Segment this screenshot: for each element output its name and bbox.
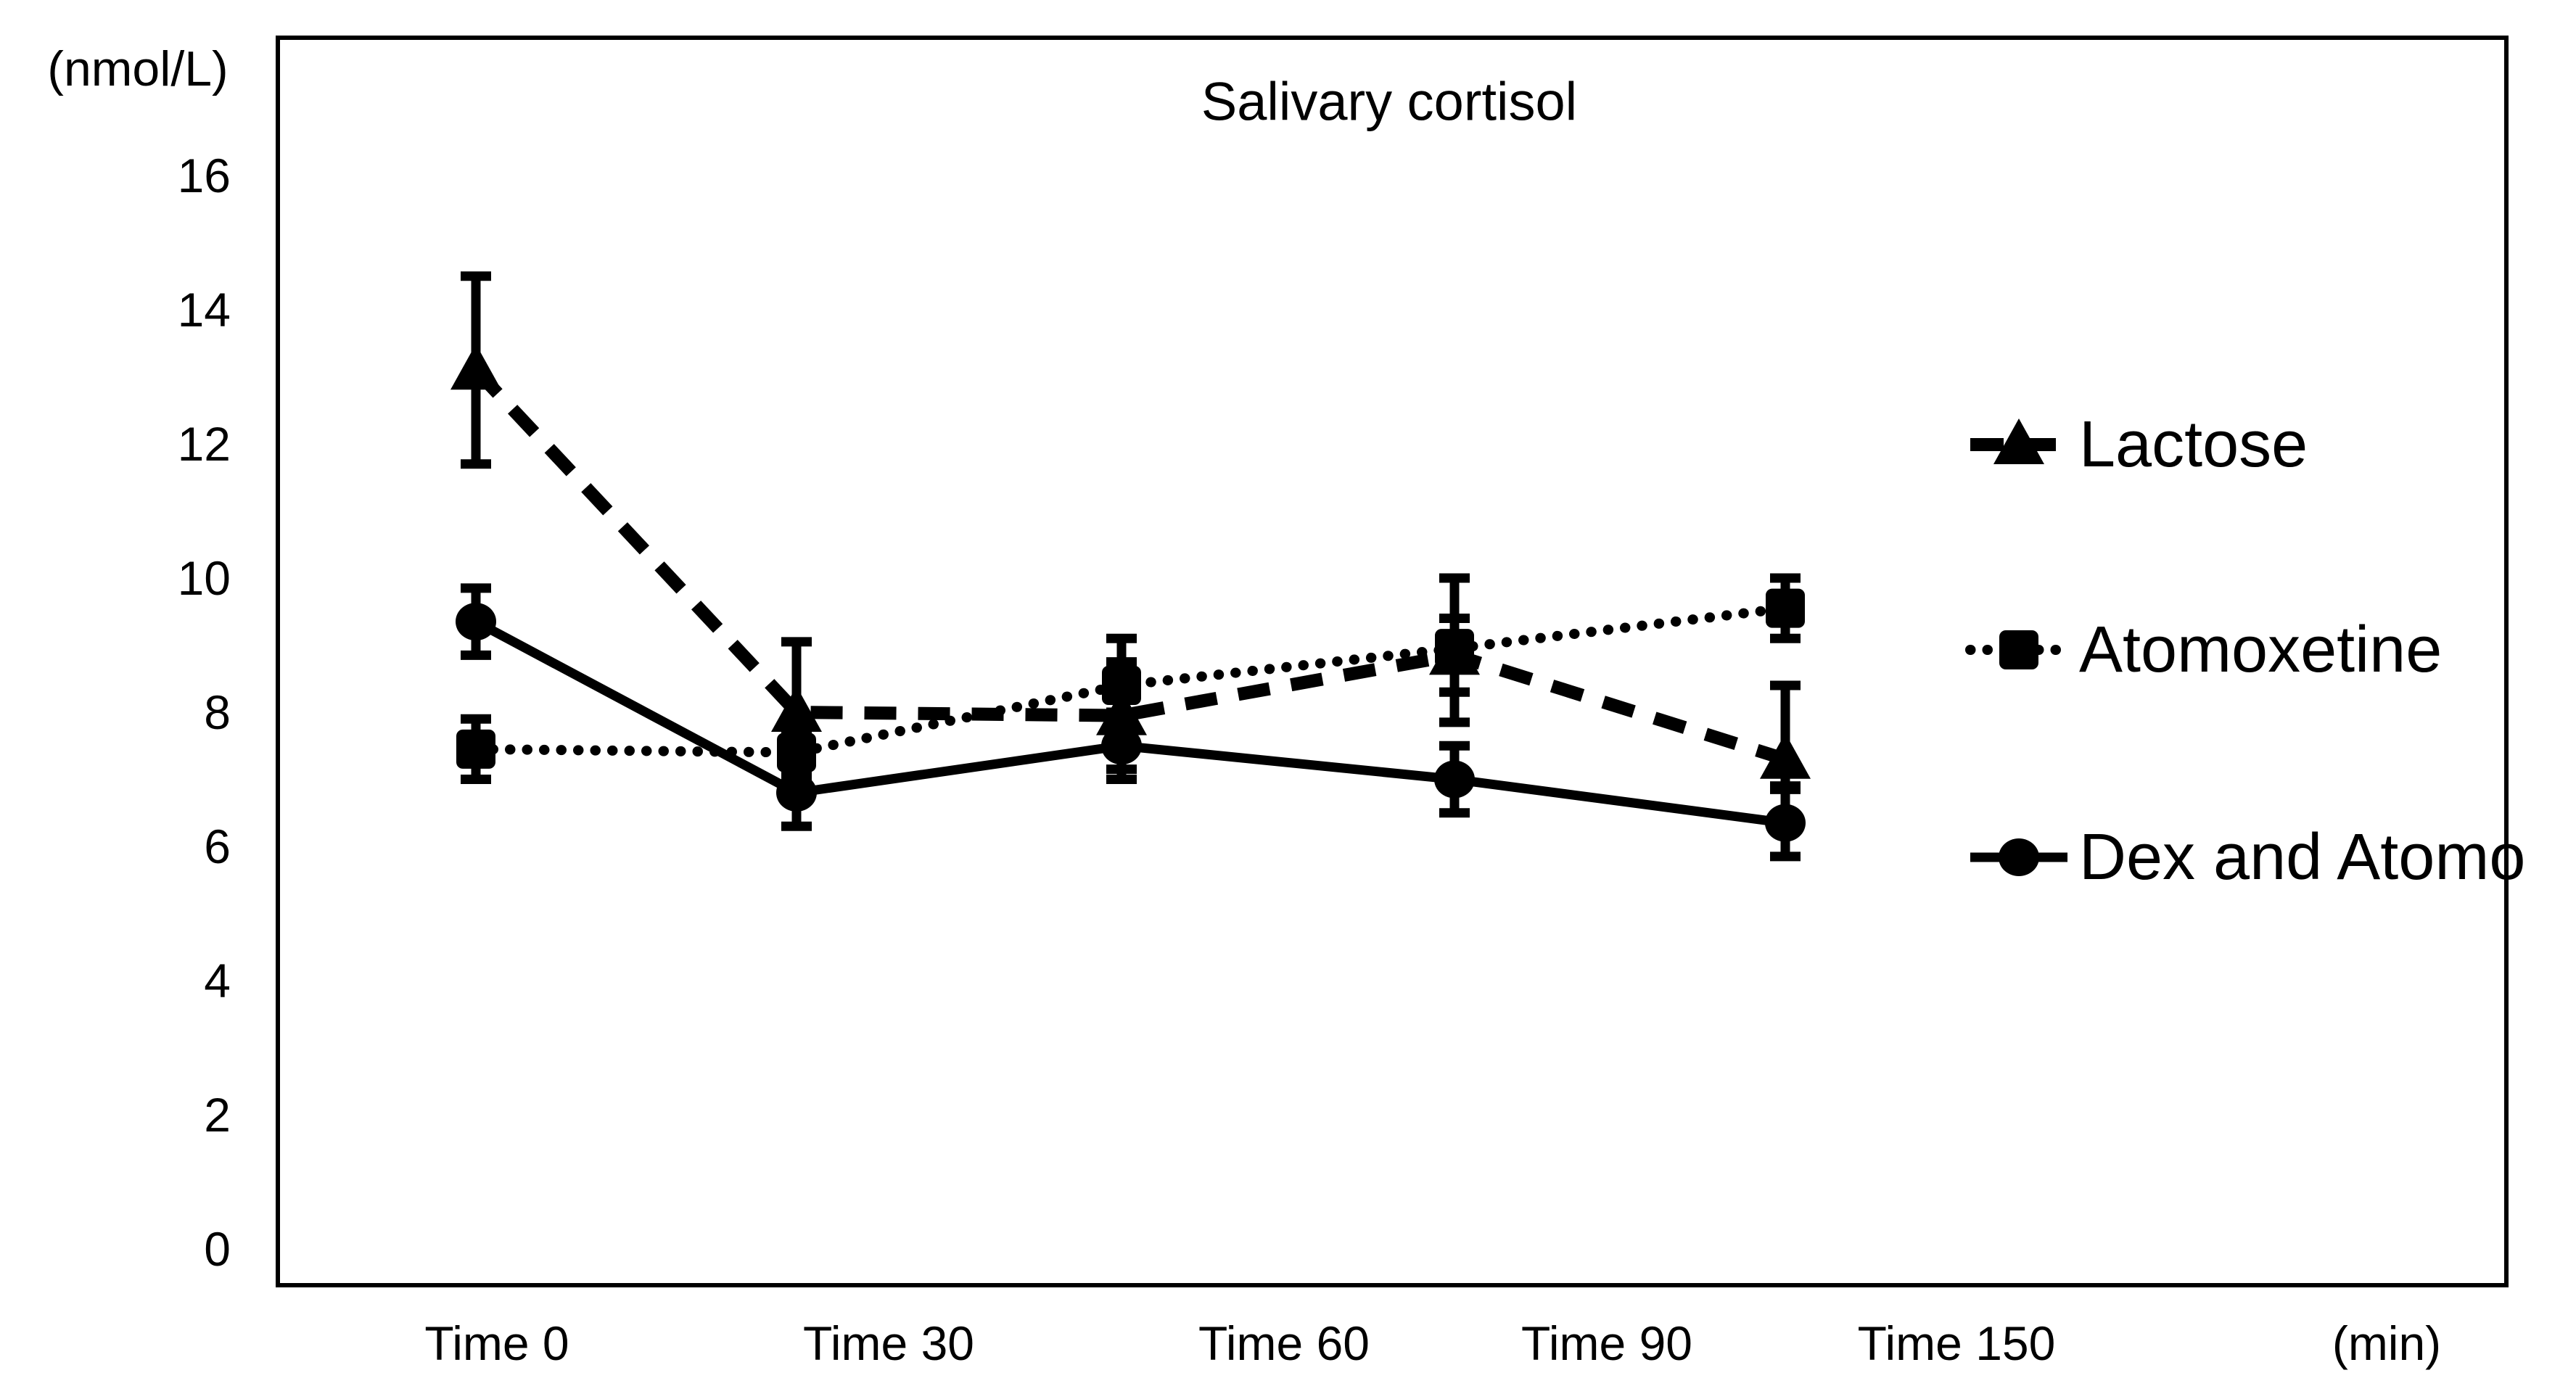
chart-title: Salivary cortisol [1201,72,1577,132]
marker-triangle-point-0 [450,344,501,390]
y-tick-label-6: 6 [204,820,231,873]
y-tick-label-14: 14 [178,283,231,337]
legend-label: Lactose [2079,408,2308,481]
y-tick-label-4: 4 [204,954,231,1007]
marker-circle-point-4 [1765,804,1806,842]
legend-key-circle-icon [1999,838,2039,876]
marker-square-point-2 [1102,666,1141,705]
x-tick-label-3: Time 90 [1521,1316,1692,1370]
marker-triangle-point-4 [1760,733,1811,779]
marker-square-point-4 [1766,588,1805,628]
x-axis-unit-label: (min) [2332,1316,2441,1370]
legend-label: Dex and Atomo [2079,821,2525,894]
y-axis-unit-label: (nmol/L) [47,41,228,96]
marker-square-point-0 [456,729,495,769]
legend: Lactose Atomoxetine Dex and Atomo [1965,408,2525,894]
marker-circle-point-1 [776,774,817,812]
legend-key-square-icon [1999,630,2038,669]
y-tick-label-16: 16 [178,149,231,202]
y-tick-label-12: 12 [178,417,231,471]
x-tick-label-2: Time 60 [1198,1316,1370,1370]
legend-item-atomoxetine: Atomoxetine [1965,614,2442,686]
y-tick-label-8: 8 [204,685,231,739]
series-dex-and-atomo [456,583,1806,862]
plot-area-border [276,36,2509,1287]
marker-square-point-3 [1435,629,1474,669]
x-tick-label-1: Time 30 [803,1316,974,1370]
legend-item-lactose: Lactose [1970,408,2308,481]
x-tick-label-4: Time 150 [1858,1316,2056,1370]
marker-triangle-point-1 [771,686,822,732]
legend-item-dex-and-atomo: Dex and Atomo [1970,821,2525,894]
marker-circle-point-0 [456,603,496,641]
series-line [471,366,1787,766]
legend-label: Atomoxetine [2079,614,2442,686]
y-tick-label-0: 0 [204,1222,231,1276]
y-tick-label-2: 2 [204,1088,231,1142]
marker-circle-point-2 [1101,727,1142,765]
legend-key-triangle-icon [1993,418,2044,464]
x-tick-label-0: Time 0 [424,1316,569,1370]
marker-circle-point-3 [1434,760,1475,799]
y-tick-label-10: 10 [178,551,231,605]
